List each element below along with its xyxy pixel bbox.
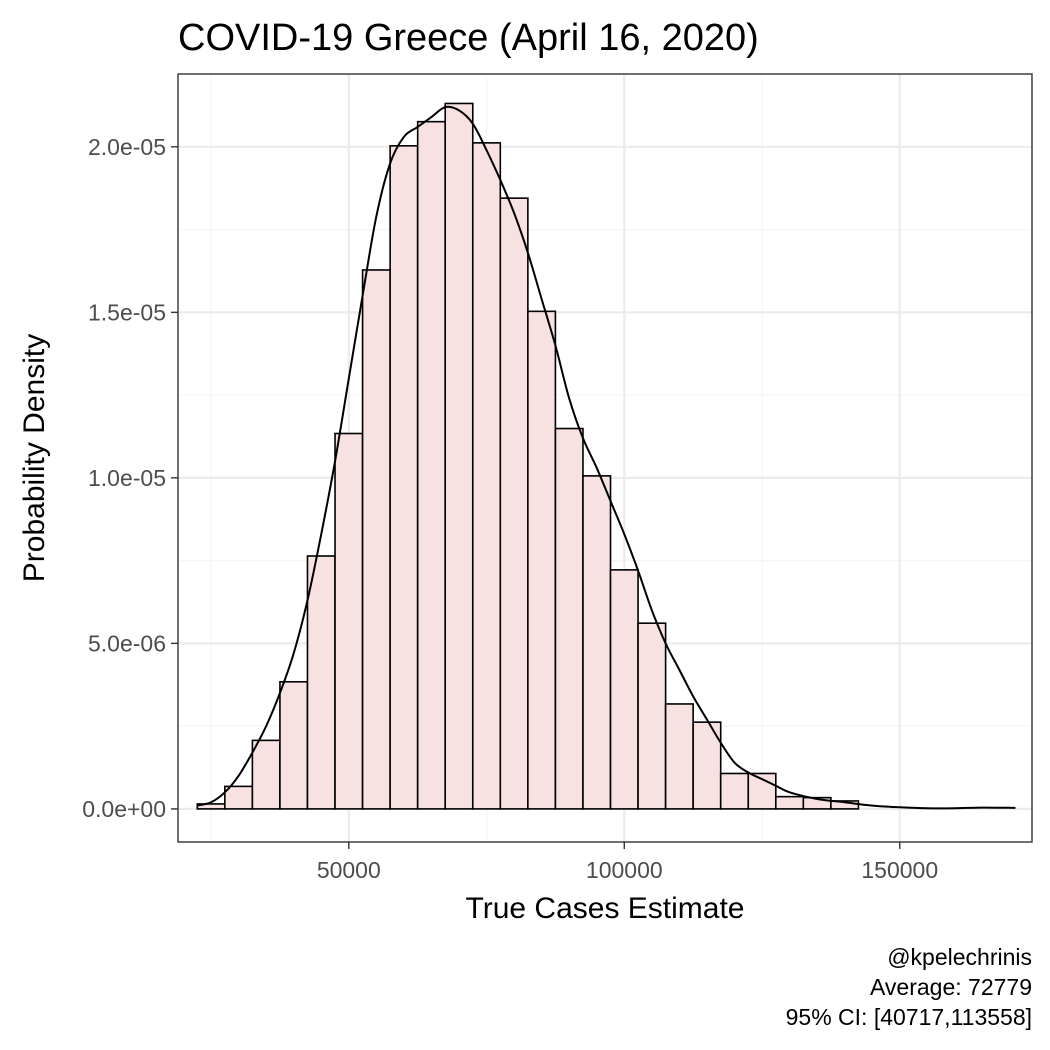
y-axis-title: Probability Density [18,334,51,582]
y-tick-label: 1.5e-05 [88,299,166,325]
x-axis-title: True Cases Estimate [466,892,745,925]
histogram-bar-9 [444,102,474,810]
histogram-bar-7 [389,145,419,810]
caption: @kpelechrinis Average: 72779 95% CI: [40… [786,944,1032,1030]
caption-handle: @kpelechrinis [887,944,1032,970]
histogram-bar-12 [527,310,557,810]
caption-confidence-interval: 95% CI: [40717,113558] [786,1004,1032,1030]
caption-average: Average: 72779 [870,974,1032,1000]
x-tick-label: 150000 [861,857,938,883]
histogram-bar-4 [306,555,336,810]
histogram-bar-5 [334,432,364,810]
histogram-bar-8 [416,120,447,810]
x-tick-label: 50000 [317,857,381,883]
y-tick-label: 0.0e+00 [82,796,166,822]
x-axis: 50000 100000 150000 [317,842,938,883]
histogram-bar-17 [664,703,694,810]
histogram-bar-1 [224,785,254,810]
y-tick-label: 2.0e-05 [88,134,166,160]
panel-border [177,73,1033,843]
histogram-bar-14 [582,475,612,810]
histogram-bar-21 [774,795,805,810]
density-curve [197,105,1016,810]
y-tick-label: 5.0e-06 [88,630,166,656]
y-tick-label: 1.0e-05 [88,465,166,491]
y-axis: 0.0e+00 5.0e-06 1.0e-05 1.5e-05 2.0e-05 [82,134,178,822]
histogram-bar-16 [637,622,667,810]
histogram-bar-20 [747,772,777,810]
histogram-bar-11 [499,197,529,810]
histogram-bars [196,102,860,810]
histogram-bar-13 [554,427,584,810]
x-tick-label: 100000 [586,857,663,883]
histogram-bar-15 [609,569,639,810]
histogram-bar-19 [719,772,750,810]
chart-title: COVID-19 Greece (April 16, 2020) [178,17,759,59]
histogram-bar-6 [361,269,391,810]
plot-panel [177,73,1033,843]
histogram-bar-3 [279,680,309,810]
histogram-bar-2 [251,739,281,810]
histogram-bar-10 [471,142,502,810]
